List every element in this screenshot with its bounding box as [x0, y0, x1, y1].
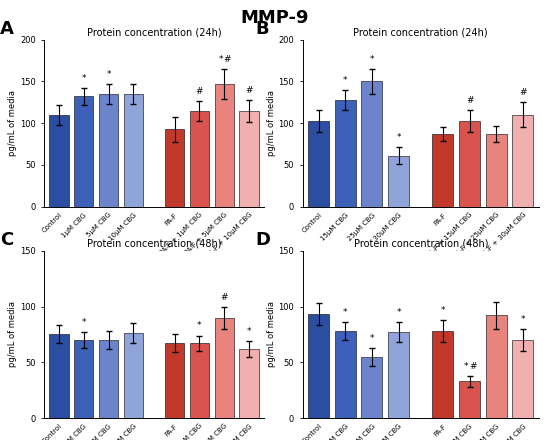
- Bar: [459, 121, 480, 207]
- Text: #: #: [221, 293, 228, 301]
- Text: *: *: [81, 318, 86, 327]
- Text: MMP-9: MMP-9: [241, 9, 309, 27]
- Text: #: #: [469, 362, 476, 370]
- Bar: [388, 332, 409, 418]
- Text: *: *: [441, 306, 445, 315]
- Text: C: C: [0, 231, 13, 249]
- Bar: [432, 331, 453, 418]
- Text: #: #: [196, 87, 203, 95]
- Bar: [214, 84, 234, 207]
- Bar: [165, 343, 184, 418]
- Bar: [124, 94, 143, 207]
- Bar: [335, 331, 356, 418]
- Text: #: #: [466, 96, 474, 105]
- Bar: [99, 340, 118, 418]
- Bar: [239, 110, 258, 207]
- Title: Protein concentration (24h): Protein concentration (24h): [87, 27, 221, 37]
- Text: *: *: [370, 55, 374, 64]
- Text: *: *: [464, 362, 469, 370]
- Bar: [361, 81, 382, 207]
- Bar: [190, 343, 209, 418]
- Bar: [50, 115, 69, 207]
- Title: Protein concentration (48h): Protein concentration (48h): [354, 238, 488, 249]
- Text: *: *: [219, 55, 223, 64]
- Text: *: *: [521, 315, 525, 324]
- Text: *: *: [106, 70, 111, 79]
- Bar: [486, 315, 507, 418]
- Text: *: *: [343, 76, 348, 85]
- Text: *: *: [397, 133, 401, 143]
- Bar: [50, 334, 69, 418]
- Bar: [74, 340, 94, 418]
- Y-axis label: pg/mL of media: pg/mL of media: [267, 90, 276, 156]
- Y-axis label: pg/mL of media: pg/mL of media: [267, 301, 276, 367]
- Bar: [335, 100, 356, 207]
- Text: #: #: [519, 88, 527, 97]
- Bar: [74, 96, 94, 207]
- Bar: [513, 340, 534, 418]
- Bar: [99, 94, 118, 207]
- Bar: [486, 134, 507, 207]
- Y-axis label: pg/mL of media: pg/mL of media: [8, 301, 17, 367]
- Bar: [361, 357, 382, 418]
- Text: *: *: [197, 322, 202, 330]
- Bar: [513, 115, 534, 207]
- Text: #: #: [223, 55, 231, 64]
- Text: D: D: [255, 231, 270, 249]
- Title: Protein concentration (48h): Protein concentration (48h): [87, 238, 221, 249]
- Text: *: *: [247, 327, 251, 336]
- Y-axis label: pg/mL of media: pg/mL of media: [8, 90, 17, 156]
- Bar: [308, 314, 329, 418]
- Bar: [459, 381, 480, 418]
- Bar: [388, 156, 409, 207]
- Text: #: #: [245, 86, 253, 95]
- Text: *: *: [397, 308, 401, 317]
- Bar: [165, 129, 184, 207]
- Bar: [308, 121, 329, 207]
- Text: *: *: [81, 74, 86, 83]
- Bar: [432, 134, 453, 207]
- Bar: [239, 349, 258, 418]
- Bar: [124, 333, 143, 418]
- Bar: [214, 318, 234, 418]
- Text: *: *: [343, 308, 348, 317]
- Text: *: *: [370, 334, 374, 343]
- Text: A: A: [0, 19, 14, 37]
- Text: B: B: [255, 19, 269, 37]
- Bar: [190, 110, 209, 207]
- Title: Protein concentration (24h): Protein concentration (24h): [354, 27, 488, 37]
